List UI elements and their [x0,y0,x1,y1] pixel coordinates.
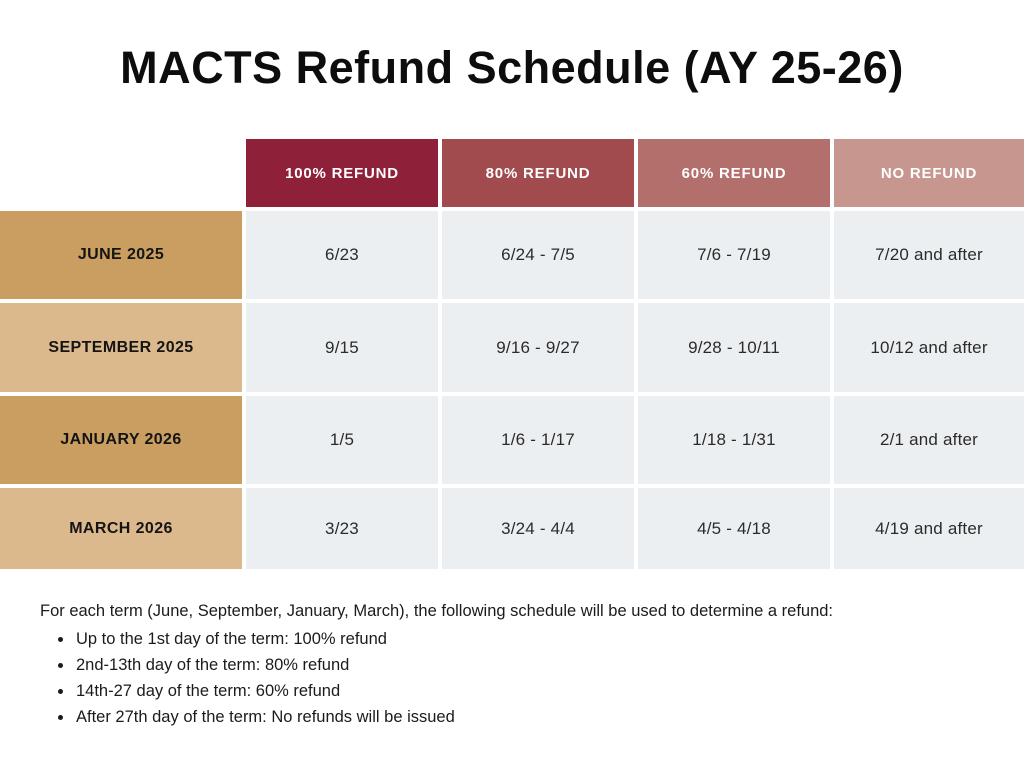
column-header-100-refund: 100% REFUND [246,139,438,207]
row-header-january-2026: JANUARY 2026 [0,396,242,484]
notes-bullet: Up to the 1st day of the term: 100% refu… [74,626,1000,652]
table-cell: 4/19 and after [834,488,1024,569]
table-cell: 7/6 - 7/19 [638,211,830,299]
column-header-60-refund: 60% REFUND [638,139,830,207]
notes-bullet-list: Up to the 1st day of the term: 100% refu… [74,626,1000,730]
page-title: MACTS Refund Schedule (AY 25-26) [120,42,904,93]
row-header-june-2025: JUNE 2025 [0,211,242,299]
table-cell: 1/18 - 1/31 [638,396,830,484]
notes-intro: For each term (June, September, January,… [40,602,834,620]
table-cell: 3/24 - 4/4 [442,488,634,569]
table-cell: 3/23 [246,488,438,569]
row-header-march-2026: MARCH 2026 [0,488,242,569]
table-cell: 6/23 [246,211,438,299]
table-cell: 9/16 - 9/27 [442,303,634,392]
table-cell: 9/28 - 10/11 [638,303,830,392]
table-cell: 9/15 [246,303,438,392]
table-cell: 7/20 and after [834,211,1024,299]
table-corner-spacer [0,139,242,207]
row-header-september-2025: SEPTEMBER 2025 [0,303,242,392]
notes-bullet: After 27th day of the term: No refunds w… [74,704,1000,730]
table-cell: 1/6 - 1/17 [442,396,634,484]
table-cell: 10/12 and after [834,303,1024,392]
table-cell: 4/5 - 4/18 [638,488,830,569]
column-header-80-refund: 80% REFUND [442,139,634,207]
refund-schedule-table: 100% REFUND 80% REFUND 60% REFUND NO REF… [0,139,1024,569]
notes-bullet: 2nd-13th day of the term: 80% refund [74,652,1000,678]
table-cell: 6/24 - 7/5 [442,211,634,299]
notes-bullet: 14th-27 day of the term: 60% refund [74,678,1000,704]
refund-policy-notes: For each term (June, September, January,… [40,598,1000,730]
column-header-no-refund: NO REFUND [834,139,1024,207]
table-cell: 1/5 [246,396,438,484]
table-cell: 2/1 and after [834,396,1024,484]
